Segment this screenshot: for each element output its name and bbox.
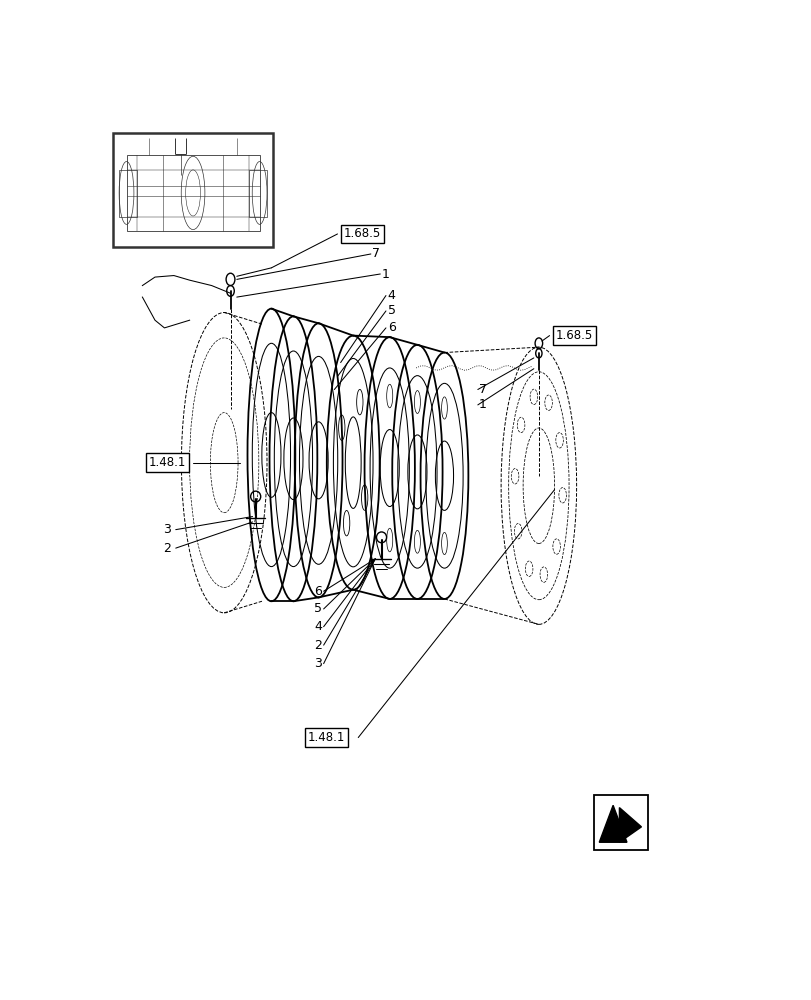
Bar: [119, 170, 137, 217]
Text: 1: 1: [478, 398, 487, 411]
Text: 1.68.5: 1.68.5: [556, 329, 593, 342]
Text: 6: 6: [314, 585, 322, 598]
Text: 1.48.1: 1.48.1: [307, 731, 345, 744]
Bar: [594, 795, 647, 850]
Text: 1.48.1: 1.48.1: [148, 456, 186, 469]
Text: 3: 3: [163, 523, 171, 536]
Text: 6: 6: [388, 321, 395, 334]
Text: 2: 2: [163, 542, 171, 555]
Text: 2: 2: [314, 639, 322, 652]
Bar: [127, 155, 260, 231]
Bar: [249, 170, 267, 217]
Polygon shape: [599, 805, 626, 842]
Text: 4: 4: [388, 289, 395, 302]
Text: 5: 5: [388, 304, 395, 317]
Text: 7: 7: [371, 247, 380, 260]
Bar: [113, 133, 273, 247]
Text: 5: 5: [314, 602, 322, 615]
Text: 1.68.5: 1.68.5: [344, 227, 381, 240]
Text: 1: 1: [381, 267, 389, 280]
Text: 7: 7: [478, 383, 487, 396]
Text: 4: 4: [314, 620, 322, 633]
Text: 3: 3: [314, 657, 322, 670]
Polygon shape: [619, 808, 641, 842]
